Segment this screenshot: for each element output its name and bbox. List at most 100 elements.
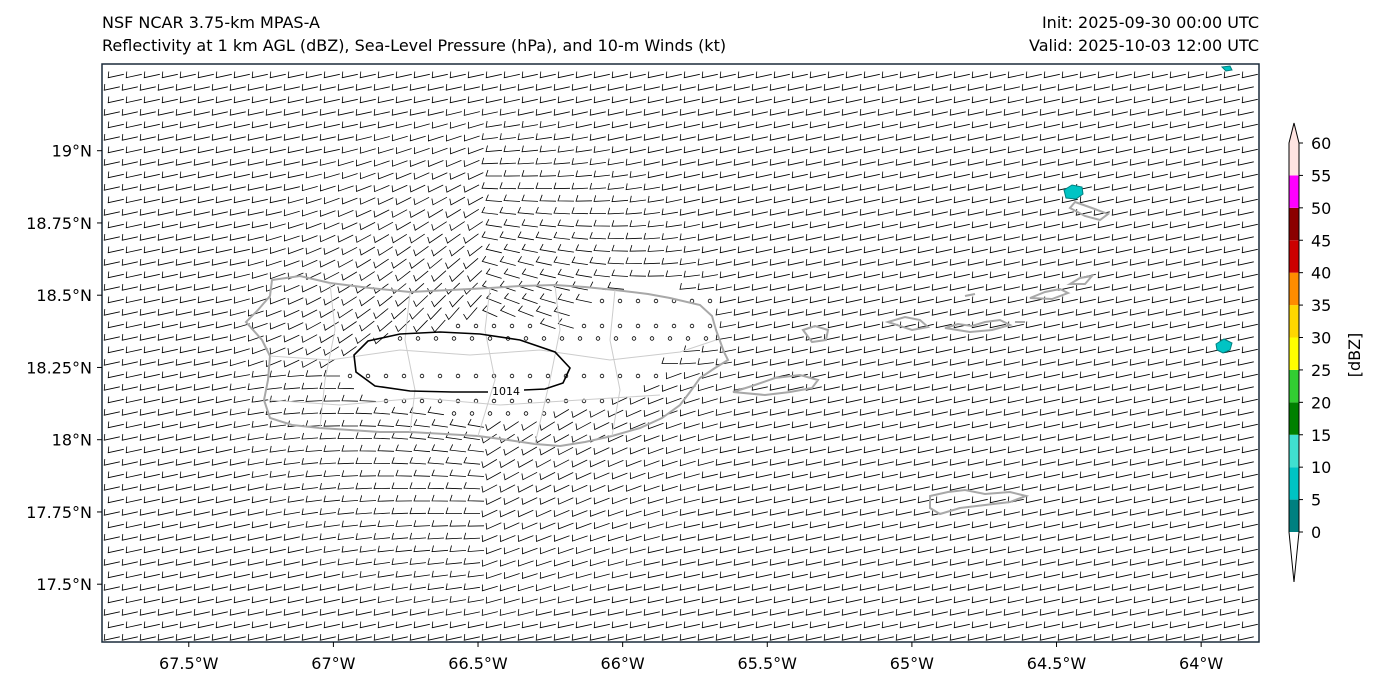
wind-barb (1043, 496, 1060, 504)
wind-barb (1043, 96, 1060, 104)
wind-barb (125, 121, 142, 129)
wind-barb (467, 570, 484, 578)
wind-barb (251, 71, 268, 79)
wind-barb (949, 358, 966, 366)
wind-barb (985, 158, 1002, 166)
wind-barb (665, 621, 682, 629)
wind-barb (1129, 233, 1146, 241)
wind-barb (553, 510, 570, 518)
wind-barb (143, 596, 160, 604)
wind-barb (881, 221, 898, 229)
wind-barb (895, 258, 912, 266)
wind-barb (1241, 371, 1258, 379)
wind-barb (625, 83, 642, 91)
wind-barb (359, 121, 376, 129)
wind-barb (283, 108, 300, 116)
wind-barb (499, 584, 516, 592)
wind-barb (841, 533, 858, 541)
wind-barb (269, 496, 286, 503)
wind-barb (737, 246, 754, 254)
wind-barb (125, 71, 142, 79)
wind-barb (103, 283, 120, 291)
wind-barb (845, 171, 862, 179)
wind-barb (125, 271, 142, 279)
wind-barb (877, 383, 894, 391)
wind-barb (1169, 571, 1186, 579)
wind-barb (193, 608, 210, 616)
wind-barb (157, 133, 174, 141)
wind-barb (737, 546, 754, 554)
wind-barb (481, 83, 498, 91)
wind-barb (427, 160, 444, 168)
wind-barb (553, 108, 570, 116)
wind-barb (395, 520, 413, 527)
wind-barb (823, 133, 840, 141)
wind-barb (391, 159, 408, 167)
wind-barb (1223, 146, 1240, 154)
wind-barb (482, 305, 498, 318)
wind-barb (719, 221, 736, 229)
wind-barb (1039, 333, 1056, 341)
wind-barb (899, 621, 916, 629)
wind-barb (809, 96, 826, 104)
wind-barb (877, 558, 894, 566)
wind-barb (427, 532, 445, 540)
wind-barb (809, 221, 826, 229)
wind-barb (499, 305, 516, 317)
wind-barb (1205, 471, 1222, 479)
wind-barb (805, 233, 822, 241)
wind-barb (1205, 196, 1222, 204)
coastline-anegada (1068, 200, 1111, 222)
wind-barb (989, 221, 1006, 229)
wind-barb (283, 608, 300, 616)
wind-barb (467, 245, 483, 257)
wind-barb (517, 633, 534, 641)
wind-barb (697, 258, 714, 266)
wind-barb (985, 483, 1002, 491)
wind-barb (643, 158, 660, 166)
wind-barb (503, 446, 520, 456)
wind-barb (751, 358, 768, 366)
wind-barb (1039, 583, 1056, 591)
wind-barb (499, 509, 516, 518)
wind-barb (1093, 383, 1110, 391)
wind-barb (719, 71, 736, 79)
wind-barb (1133, 296, 1150, 304)
wind-barb (1075, 483, 1092, 491)
wind-barb (629, 220, 647, 228)
wind-barb (845, 71, 862, 79)
wind-barb (431, 545, 449, 553)
title-init-time: Init: 2025-09-30 00:00 UTC (1041, 13, 1259, 32)
wind-barb (1151, 196, 1168, 204)
wind-barb (215, 596, 232, 604)
wind-barb (751, 408, 768, 416)
wind-barb (769, 283, 786, 291)
wind-barb (499, 206, 517, 215)
wind-barb (179, 396, 196, 404)
wind-calm-marker (599, 398, 605, 404)
wind-barb (859, 158, 876, 166)
wind-barb (359, 146, 376, 154)
wind-barb (899, 221, 916, 229)
wind-barb (1057, 558, 1074, 566)
wind-barb (971, 96, 988, 104)
wind-barb (481, 584, 498, 592)
wind-barb (737, 296, 754, 304)
wind-barb (989, 196, 1006, 204)
wind-barb (265, 309, 282, 317)
wind-barb (701, 621, 718, 629)
wind-barb (193, 408, 210, 416)
wind-barb (971, 71, 988, 79)
wind-barb (1039, 558, 1056, 566)
lat-tick-label: 18°N (52, 431, 92, 450)
wind-barb (103, 358, 120, 366)
wind-barb (719, 471, 736, 479)
wind-barb (535, 534, 552, 542)
wind-barb (949, 558, 966, 566)
wind-barb (737, 571, 754, 579)
wind-barb (809, 471, 826, 479)
wind-barb (1183, 233, 1200, 241)
wind-barb (211, 383, 228, 391)
wind-barb (269, 347, 286, 355)
wind-barb (539, 219, 557, 228)
